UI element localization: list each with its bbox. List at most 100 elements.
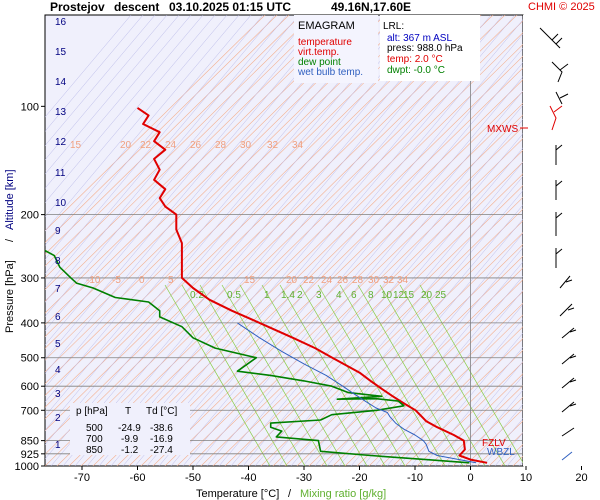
dry-adiabat-label: 28 (352, 275, 364, 286)
dry-adiabat-line (92, 43, 523, 466)
wind-barb-icon (561, 353, 577, 365)
moist-adiabat-line (45, 15, 420, 460)
dry-adiabat-line (200, 149, 523, 466)
altitude-label: 10 (55, 198, 67, 209)
dry-adiabat-label: 30 (240, 140, 252, 151)
moist-adiabat-line (194, 76, 523, 466)
mixing-ratio-line (339, 284, 446, 466)
y-axis-altitude-label: Altitude [km] (4, 169, 16, 230)
dry-adiabat-line (236, 185, 523, 466)
dry-adiabat-label: 30 (368, 275, 380, 286)
moist-adiabat-line (158, 33, 523, 466)
moist-adiabat-line (62, 15, 444, 466)
moist-adiabat-line (146, 19, 523, 466)
y-axis-sep: / (4, 238, 16, 242)
dry-adiabat-label: 20 (286, 275, 298, 286)
altitude-label: 6 (55, 312, 61, 323)
lrl-box: LRL: alt: 367 m ASL press: 988.0 hPa tem… (380, 15, 480, 81)
x-tick-label: 20 (575, 472, 587, 484)
legend: EMAGRAM temperature virt.temp. dew point… (294, 15, 378, 83)
dry-adiabat-label: -10 (86, 275, 101, 286)
moist-adiabat-line (362, 275, 523, 466)
dry-adiabat-label: 0 (139, 275, 145, 286)
y-axis-title: Pressure [hPa] / Altitude [km] (4, 169, 16, 333)
legend-wet-bulb: wet bulb temp. (297, 67, 363, 78)
dry-adiabat-line (45, 15, 302, 267)
dry-adiabat-line (344, 291, 523, 466)
wind-barb-icon (539, 27, 563, 49)
dry-adiabat-label: 32 (383, 275, 395, 286)
x-tick-label: -40 (241, 472, 257, 484)
mixing-ratio-line (181, 284, 288, 466)
altitude-label: 2 (55, 413, 61, 424)
table-header-td: Td [°C] (146, 406, 177, 417)
mixing-ratio-label: 1 (264, 290, 270, 301)
dry-adiabat-line (45, 15, 410, 373)
wind-barb-icon (549, 105, 563, 131)
dry-adiabat-line (45, 15, 266, 232)
altitude-label: 16 (55, 17, 67, 28)
dry-adiabat-line (368, 314, 523, 466)
moist-adiabat-line (134, 15, 516, 466)
mixing-ratio-line (399, 284, 506, 466)
dry-adiabat-line (440, 385, 523, 466)
dry-adiabat-line (68, 20, 523, 466)
header-coords: 49.16N,17.60E (331, 0, 411, 14)
dry-adiabat-label: 34 (292, 140, 304, 151)
x-tick-label: 10 (520, 472, 532, 484)
dry-adiabat-line (45, 15, 482, 443)
moist-adiabat-line (45, 15, 132, 118)
header-station: Prostejov (50, 0, 105, 14)
table-header-t: T (125, 406, 131, 417)
mixing-ratio-label: 20 (421, 290, 433, 301)
wind-barb-icon (551, 61, 569, 83)
dry-adiabat-line (45, 15, 314, 279)
moist-adiabat-line (290, 190, 523, 466)
moist-adiabat-line (45, 15, 336, 360)
altitude-label: 4 (55, 365, 61, 376)
moist-adiabat-line (374, 289, 523, 466)
altitude-label: 11 (55, 168, 66, 179)
dry-adiabat-line (320, 267, 523, 466)
moist-adiabat-line (266, 161, 523, 466)
x-tick-label: -70 (74, 472, 90, 484)
moist-adiabat-line (350, 261, 523, 466)
y-tick-label: 1000 (15, 461, 39, 473)
dry-adiabat-line (212, 161, 523, 466)
dry-adiabat-line (45, 15, 374, 338)
table-row-td: -38.6 (150, 423, 173, 434)
dry-adiabat-line (45, 15, 326, 290)
mixing-ratio-line (379, 284, 486, 466)
lrl-alt: alt: 367 m ASL (387, 33, 452, 44)
mixing-ratio-line (419, 284, 523, 464)
moist-adiabat-line (422, 346, 523, 466)
y-tick-label: 700 (21, 405, 39, 417)
y-tick-label: 400 (21, 318, 39, 330)
wind-barb-icon (561, 377, 577, 389)
x-axis-temp-label: Temperature [°C] (196, 488, 279, 500)
moist-adiabat-line (446, 375, 523, 466)
dry-adiabat-line (45, 15, 362, 326)
mixing-ratio-label: 0.5 (227, 290, 241, 301)
level-table: p [hPa] T Td [°C] 500 -24.9 -38.6 700 -9… (70, 403, 190, 456)
wind-barb-icon (561, 401, 577, 413)
series-layer (45, 107, 488, 464)
y-tick-label: 100 (21, 101, 39, 113)
series-line-wet-bulb-temp- (237, 322, 477, 464)
moist-adiabat-line (45, 15, 204, 203)
dry-adiabat-label: 24 (321, 275, 333, 286)
x-tick-label: 0 (467, 472, 473, 484)
wind-barb-icon (561, 451, 573, 461)
mixing-ratio-label: 2 (297, 290, 303, 301)
x-tick-label: -30 (296, 472, 312, 484)
dry-adiabat-label: 22 (303, 275, 315, 286)
series-line-dew-point (45, 249, 470, 464)
wind-barb-icon (555, 212, 563, 236)
lrl-background (380, 15, 480, 81)
x-tick-label: -60 (130, 472, 146, 484)
moist-adiabat-line (74, 15, 456, 466)
dry-adiabat-line (45, 15, 506, 466)
dry-adiabat-line (152, 102, 523, 466)
y-tick-label: 300 (21, 273, 39, 285)
moist-adiabat-line (45, 15, 264, 275)
